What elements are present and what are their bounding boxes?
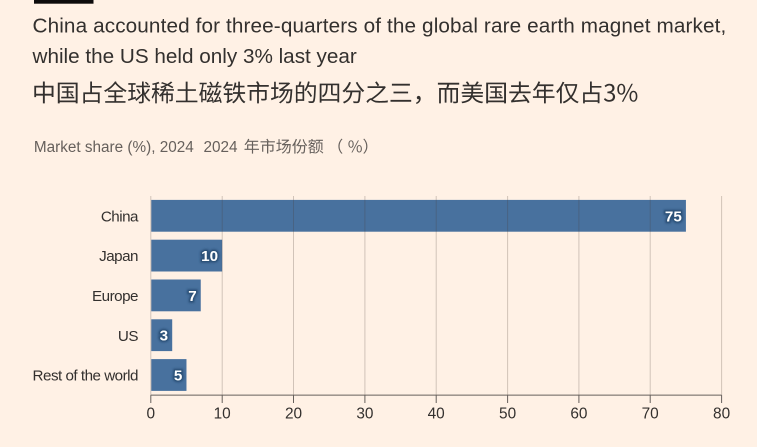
svg-text:10: 10 (201, 248, 218, 265)
svg-text:3: 3 (160, 328, 168, 345)
svg-text:75: 75 (665, 208, 682, 225)
svg-text:China: China (101, 208, 139, 225)
svg-text:2024: 2024 (204, 139, 239, 156)
svg-text:20: 20 (285, 406, 302, 423)
svg-text:80: 80 (713, 406, 730, 423)
svg-text:5: 5 (174, 368, 183, 385)
svg-text:while the US held only 3% last: while the US held only 3% last year (32, 45, 357, 68)
svg-text:Rest of the world: Rest of the world (33, 368, 139, 385)
svg-text:China accounted for three-quar: China accounted for three-quarters of th… (33, 15, 727, 38)
svg-text:7: 7 (188, 288, 196, 305)
svg-text:30: 30 (356, 406, 373, 423)
svg-text:50: 50 (499, 406, 516, 423)
svg-text:Europe: Europe (92, 288, 138, 305)
svg-text:75: 75 (665, 208, 682, 225)
svg-text:7: 7 (188, 288, 196, 305)
svg-text:60: 60 (570, 406, 587, 423)
svg-text:Japan: Japan (99, 248, 138, 265)
svg-text:0: 0 (147, 406, 156, 423)
svg-text:10: 10 (214, 406, 231, 423)
svg-text:Market share (%), 2024: Market share (%), 2024 (34, 139, 194, 156)
svg-text:3: 3 (160, 328, 168, 345)
svg-text:10: 10 (201, 248, 218, 265)
svg-text:US: US (118, 328, 138, 345)
svg-text:40: 40 (428, 406, 445, 423)
svg-text:5: 5 (174, 368, 183, 385)
svg-text:70: 70 (642, 406, 659, 423)
